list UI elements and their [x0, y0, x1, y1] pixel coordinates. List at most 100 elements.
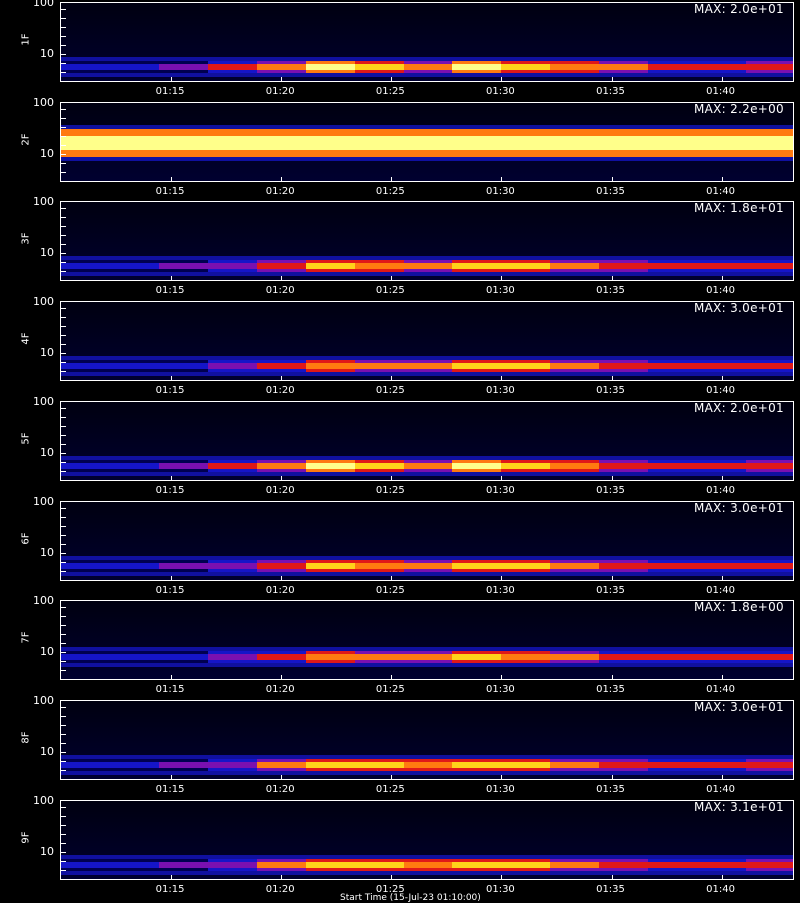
band-core	[207, 462, 258, 469]
x-tick-label: 01:15	[155, 185, 185, 197]
y-minor-tick	[61, 869, 66, 871]
x-tick-label: 01:40	[706, 684, 736, 696]
x-tick-label: 01:20	[265, 285, 295, 297]
x-major-tick	[611, 675, 613, 680]
band-core	[452, 462, 503, 469]
y-minor-tick	[61, 461, 66, 463]
x-major-tick	[391, 276, 393, 281]
band-core	[354, 462, 405, 469]
x-tick-label: 01:35	[596, 783, 625, 795]
y-minor-tick	[61, 534, 66, 536]
y-minor-tick	[61, 153, 66, 155]
band-core	[61, 135, 111, 150]
band-core	[305, 761, 356, 768]
x-major-tick	[281, 675, 283, 680]
y-minor-tick	[61, 144, 66, 146]
y-minor-tick	[61, 625, 66, 627]
band-core	[158, 462, 209, 469]
x-tick-label: 01:20	[265, 783, 295, 795]
band-core	[599, 263, 650, 270]
x-major-tick	[171, 774, 173, 779]
x-tick-label: 01:30	[485, 684, 515, 696]
y-minor-tick	[61, 353, 66, 355]
y-tick-label: 10	[40, 744, 54, 758]
x-tick-label: 01:30	[485, 584, 515, 596]
band-core	[697, 861, 748, 868]
y-minor-tick	[61, 607, 66, 609]
x-major-tick	[501, 176, 503, 181]
x-tick-label: 01:15	[155, 484, 185, 496]
y-minor-tick	[61, 543, 66, 545]
x-tick-label: 01:15	[155, 385, 185, 397]
x-tick-label: 01:40	[706, 185, 736, 197]
x-major-tick	[501, 475, 503, 480]
band-core	[550, 654, 601, 661]
x-tick-label: 01:35	[596, 584, 625, 596]
band-core	[697, 64, 748, 70]
y-minor-tick	[61, 724, 66, 726]
y-minor-tick	[61, 860, 66, 862]
band-core	[256, 135, 307, 150]
band-core	[403, 761, 454, 768]
y-minor-tick	[61, 171, 66, 173]
band-core	[109, 363, 160, 370]
band-core	[697, 135, 748, 150]
band-core	[305, 135, 356, 150]
x-tick-label: 01:40	[706, 783, 736, 795]
x-major-tick	[391, 675, 393, 680]
x-major-tick	[281, 774, 283, 779]
x-tick-label: 01:35	[596, 484, 625, 496]
y-minor-tick	[61, 443, 66, 445]
panel-6F: 6F 100 10 MAX: 3.0e+01 01:15 01:20 01:25 01:30 0…	[0, 495, 800, 601]
band-core	[697, 562, 748, 569]
spectrogram-frame	[60, 699, 794, 780]
band-core	[158, 861, 209, 868]
x-major-tick	[501, 376, 503, 381]
band-core	[207, 263, 258, 270]
y-minor-tick	[61, 135, 66, 137]
y-minor-tick	[61, 516, 66, 518]
y-tick-label: 100	[33, 95, 54, 109]
band-core	[207, 64, 258, 70]
x-major-tick	[611, 575, 613, 580]
x-tick-label: 01:15	[155, 783, 185, 795]
x-major-tick	[721, 874, 723, 879]
band-core	[354, 861, 405, 868]
x-tick-label: 01:15	[155, 684, 185, 696]
band-core	[354, 135, 405, 150]
band-core	[403, 135, 454, 150]
x-tick-label: 01:35	[596, 185, 625, 197]
x-major-tick	[721, 475, 723, 480]
band-core	[256, 462, 307, 469]
band-core	[599, 562, 650, 569]
x-tick-label: 01:25	[375, 385, 405, 397]
x-major-tick	[501, 874, 503, 879]
band-core	[648, 462, 699, 469]
band-core	[158, 363, 209, 370]
x-tick-label: 01:35	[596, 684, 625, 696]
spectrogram-frame	[60, 201, 794, 282]
band-core	[61, 861, 111, 868]
y-minor-tick	[61, 235, 66, 237]
x-major-tick	[501, 575, 503, 580]
y-minor-tick	[61, 715, 66, 717]
y-minor-tick	[61, 561, 66, 563]
y-minor-tick	[61, 452, 66, 454]
band-core	[452, 562, 503, 569]
band-core	[599, 135, 650, 150]
y-minor-tick	[61, 344, 66, 346]
band-core	[452, 654, 503, 661]
panel-2F: 2F 100 10 MAX: 2.2e+00 01:15 01:20 01:25 01:30 0…	[0, 96, 800, 202]
y-tick-label: 10	[40, 445, 54, 459]
band-core	[354, 562, 405, 569]
band-core	[256, 263, 307, 270]
band-core	[61, 562, 111, 569]
x-tick-label: 01:30	[485, 883, 515, 895]
y-minor-tick	[61, 63, 66, 64]
band-core	[550, 861, 601, 868]
y-minor-tick	[61, 706, 66, 708]
x-tick-label: 01:20	[265, 385, 295, 397]
x-major-tick	[171, 874, 173, 879]
x-major-tick	[171, 675, 173, 680]
band-core	[158, 761, 209, 768]
